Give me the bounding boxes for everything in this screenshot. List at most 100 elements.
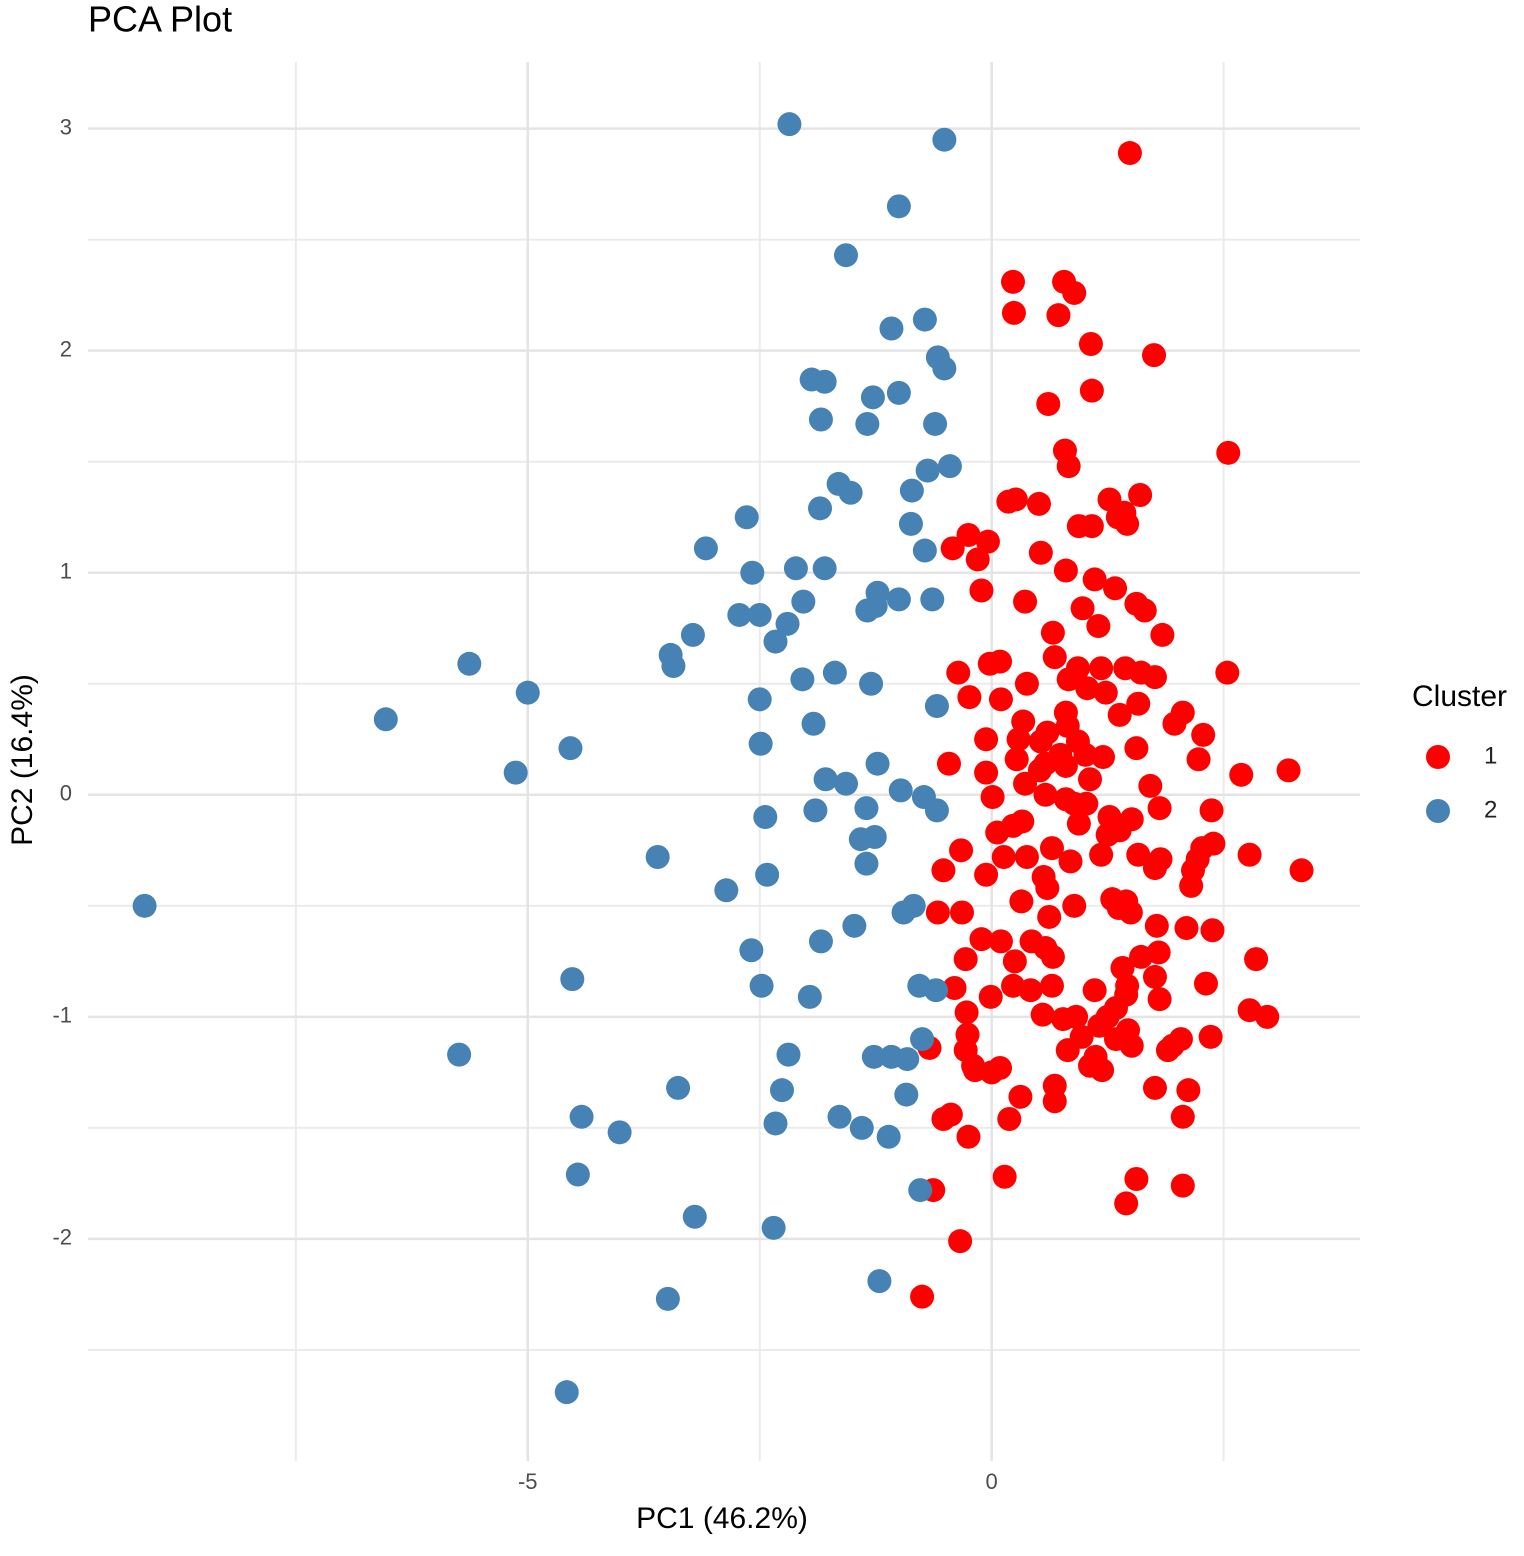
point [812, 369, 837, 394]
point [740, 560, 765, 585]
point [924, 798, 949, 823]
point [739, 938, 764, 963]
point [808, 496, 833, 521]
point [1138, 773, 1163, 798]
point [1229, 762, 1254, 787]
point [132, 893, 157, 918]
point [969, 578, 994, 603]
point [957, 685, 982, 710]
point [1026, 491, 1051, 516]
point [842, 913, 867, 938]
point [1090, 1058, 1115, 1083]
point [992, 1164, 1017, 1189]
point [1276, 758, 1301, 783]
point [855, 411, 880, 436]
point [1093, 680, 1118, 705]
point [515, 680, 540, 705]
point [763, 629, 788, 654]
point [607, 1120, 632, 1145]
x-tick-label: 0 [986, 1469, 998, 1494]
point [747, 602, 772, 627]
point [1082, 978, 1107, 1003]
point [980, 785, 1005, 810]
point [1150, 622, 1175, 647]
point [1028, 729, 1053, 754]
point [886, 194, 911, 219]
point [1255, 1004, 1280, 1029]
point [1198, 1024, 1223, 1049]
point [954, 1000, 979, 1025]
point [791, 589, 816, 614]
point [1033, 782, 1058, 807]
point [854, 851, 879, 876]
point [808, 407, 833, 432]
point [1162, 711, 1187, 736]
point [1058, 849, 1083, 874]
point [693, 536, 718, 561]
point [1018, 978, 1043, 1003]
point [1042, 1089, 1067, 1114]
point [975, 529, 1000, 554]
chart-title: PCA Plot [88, 0, 232, 40]
point [1124, 736, 1149, 761]
point [1244, 947, 1269, 972]
point [1040, 944, 1065, 969]
point [915, 458, 940, 483]
point [1142, 964, 1167, 989]
point [1091, 745, 1116, 770]
point [373, 707, 398, 732]
point [1053, 558, 1078, 583]
point [1126, 691, 1151, 716]
point [1014, 844, 1039, 869]
point [1056, 454, 1081, 479]
point [931, 858, 956, 883]
point [1039, 973, 1064, 998]
point [1013, 771, 1038, 796]
point [1062, 280, 1087, 305]
point [859, 671, 884, 696]
y-tick-label: 0 [60, 781, 72, 806]
point [1086, 614, 1111, 639]
point [1089, 842, 1114, 867]
point [838, 480, 863, 505]
point [912, 538, 937, 563]
point [854, 796, 879, 821]
point [953, 947, 978, 972]
point [755, 862, 780, 887]
legend-title: Cluster [1412, 680, 1507, 713]
y-tick-label: -2 [52, 1225, 72, 1250]
point [813, 767, 838, 792]
point [1051, 1007, 1076, 1032]
point [1014, 671, 1039, 696]
point [569, 1104, 594, 1129]
point [1193, 971, 1218, 996]
point [1062, 893, 1087, 918]
point [558, 736, 583, 761]
point [948, 1229, 973, 1254]
point [888, 778, 913, 803]
point [886, 587, 911, 612]
point [860, 385, 885, 410]
point [812, 556, 837, 581]
point [1030, 1002, 1055, 1027]
point [932, 127, 957, 152]
point [1119, 1033, 1144, 1058]
point [1079, 514, 1104, 539]
point [447, 1042, 472, 1067]
point [1174, 916, 1199, 941]
point [834, 243, 859, 268]
x-axis-label: PC1 (46.2%) [636, 1502, 808, 1535]
point [727, 602, 752, 627]
point [931, 1107, 956, 1132]
point [949, 838, 974, 863]
point [898, 511, 923, 536]
legend-marker [1426, 799, 1450, 823]
point [1079, 378, 1104, 403]
point [763, 1111, 788, 1136]
point [748, 731, 773, 756]
point [1170, 1104, 1195, 1129]
point [867, 1269, 892, 1294]
